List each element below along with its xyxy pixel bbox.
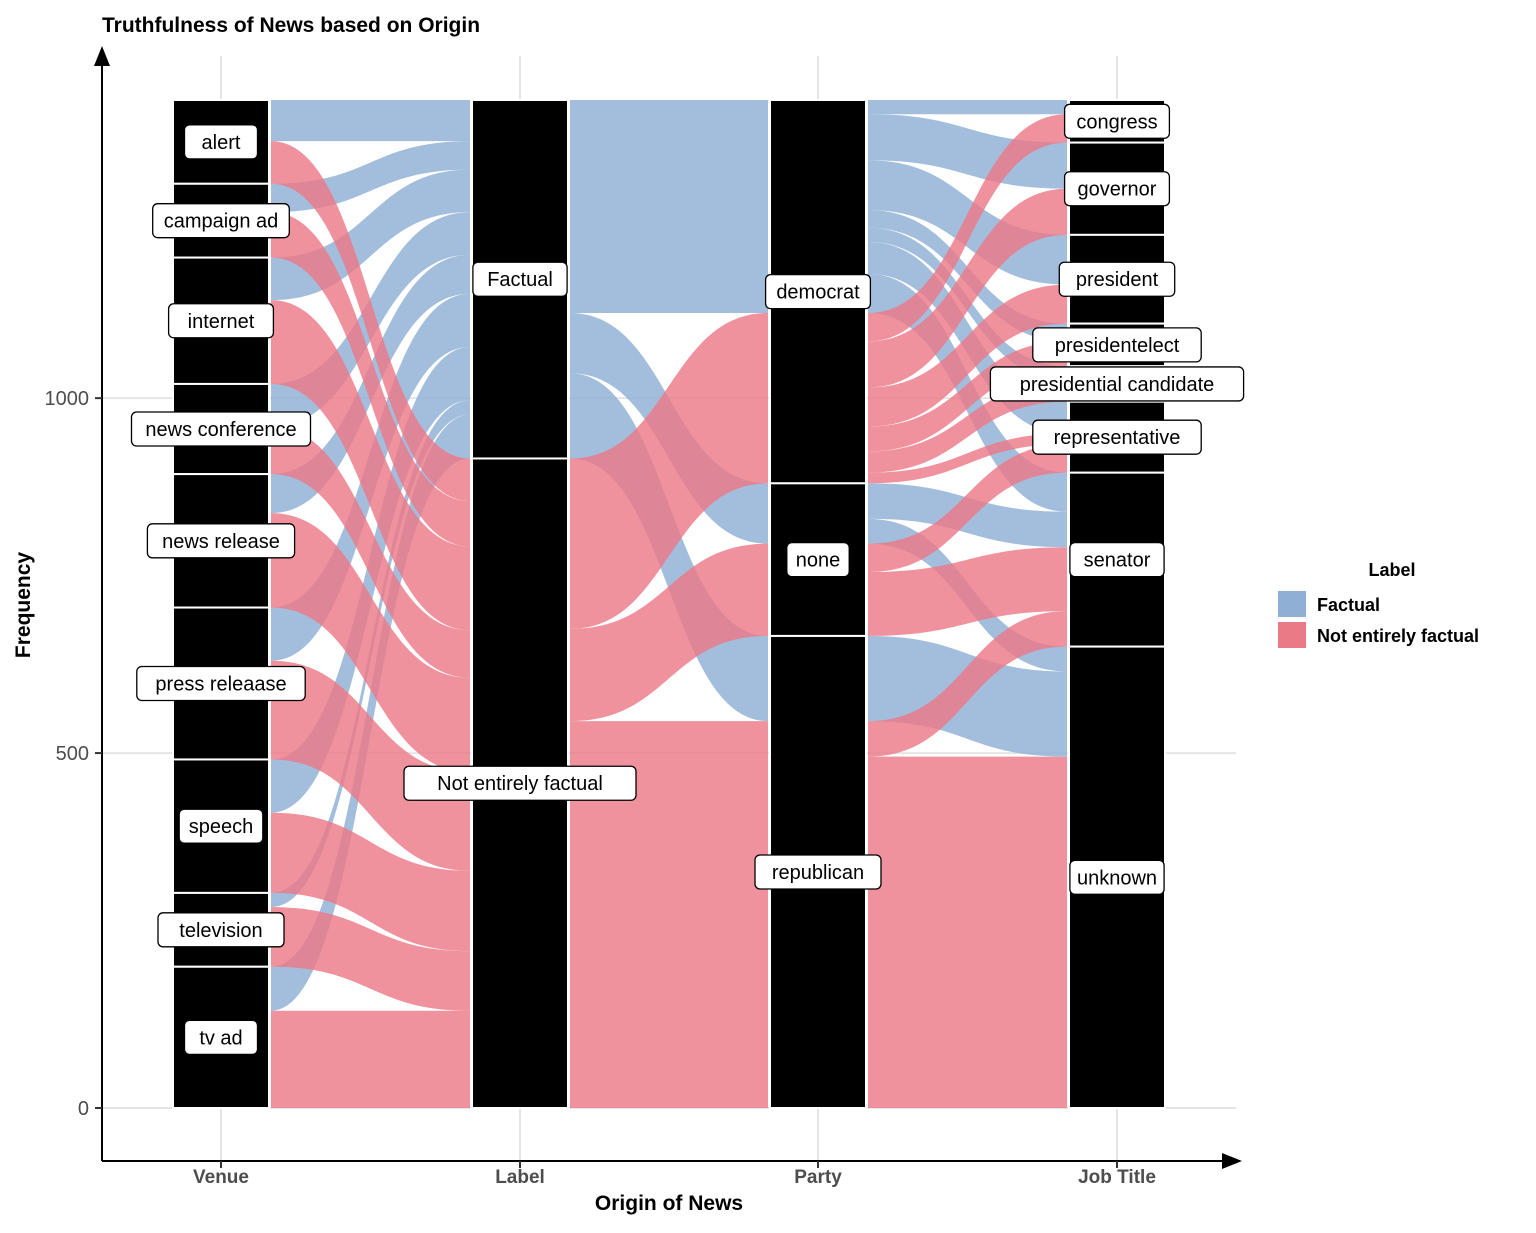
stratum-label-tv-ad: tv ad [199, 1027, 242, 1049]
stratum-label-box [1032, 419, 1202, 455]
x-tick-label: Venue [193, 1167, 249, 1188]
flow-band [271, 426, 470, 678]
legend-title: Label [1368, 560, 1415, 580]
flow-band [570, 721, 768, 1108]
stratum-label-box [472, 261, 568, 297]
stratum-label-box [764, 274, 872, 310]
legend-label-factual: Factual [1317, 595, 1380, 615]
x-tick-label: Job Title [1078, 1167, 1156, 1188]
flow-band [868, 100, 1067, 115]
stratum-label-box [1069, 541, 1165, 578]
stratum-label-box [403, 765, 637, 801]
stratum-label-presidential-candidate: presidential candidate [1020, 374, 1215, 396]
flow-band [868, 433, 1067, 484]
flow-band [271, 414, 470, 1011]
y-tick-label: 1000 [45, 388, 90, 410]
stratum-label-news-conference: news conference [145, 419, 296, 441]
stratum-label-campaign-ad: campaign ad [164, 211, 279, 233]
stratum-label-box [786, 541, 850, 578]
stratum-label-news-release: news release [162, 531, 280, 553]
stratum-label-alert: alert [202, 132, 241, 154]
flow-band [868, 380, 1067, 473]
chart-title: Truthfulness of News based on Origin [102, 14, 480, 37]
flow-band [570, 543, 768, 722]
stratum-label-representative: representative [1054, 427, 1181, 449]
y-tick-label: 0 [78, 1098, 89, 1120]
stratum-label-internet: internet [188, 311, 255, 333]
flow-band [271, 300, 470, 631]
stratum-label-box [1063, 171, 1171, 207]
flow-band [271, 212, 470, 547]
flow-band [868, 114, 1067, 342]
stratum-label-democrat: democrat [776, 282, 860, 304]
tick-layer: 0 500 1000 Venue Label Party Job Title [45, 388, 1156, 1188]
stratum-label-box [152, 203, 290, 239]
flow-band [271, 812, 470, 952]
stratum-label-senator: senator [1084, 550, 1151, 572]
y-axis-title: Frequency [12, 552, 35, 659]
flow-band [868, 284, 1067, 427]
stratum-label-speech: speech [189, 816, 254, 838]
legend-swatch-not-factual [1278, 622, 1306, 648]
stratum-label-unknown: unknown [1077, 867, 1157, 889]
stratum-label-box [130, 411, 312, 447]
stratum-label-box [183, 124, 259, 160]
x-tick-label: Label [495, 1167, 545, 1188]
x-axis-title: Origin of News [595, 1192, 743, 1215]
legend-label-not-factual: Not entirely factual [1317, 626, 1479, 646]
stratum-label-not-entirely-factual: Not entirely factual [437, 773, 603, 795]
flow-band [271, 141, 470, 502]
flow-band [868, 547, 1067, 636]
stratum-label-box [178, 808, 264, 844]
flow-band [271, 907, 470, 1011]
stratum-label-box [1063, 103, 1171, 139]
stratum-label-box [157, 912, 285, 948]
stratum-label-television: television [179, 920, 262, 942]
flow-band [570, 100, 768, 313]
stratum-label-none: none [796, 550, 841, 572]
flow-band [868, 444, 1067, 573]
legend-swatch-factual [1278, 591, 1306, 617]
stratum-label-republican: republican [772, 862, 864, 884]
stratum-label-box [1069, 859, 1165, 895]
stratum-label-box [754, 854, 882, 890]
stratum-label-congress: congress [1076, 111, 1157, 133]
stratum-label-box [1032, 327, 1202, 363]
stratum-label-box [146, 523, 296, 559]
legend: Label Factual Not entirely factual [1278, 560, 1479, 648]
flow-band [271, 1010, 470, 1108]
flow-band [868, 756, 1067, 1108]
stratum-label-box [989, 366, 1245, 402]
flow-band [271, 513, 470, 773]
flow-band [868, 611, 1067, 757]
stratum-label-factual: Factual [487, 269, 553, 291]
stratum-label-box [136, 665, 306, 702]
stratum-label-press-releaase: press releaase [155, 674, 286, 696]
y-tick-label: 500 [56, 743, 89, 765]
stratum-label-governor: governor [1078, 179, 1157, 201]
stratum-label-presidentelect: presidentelect [1055, 335, 1180, 357]
flow-band [868, 114, 1067, 189]
stratum-label-box [167, 303, 275, 339]
flow-band [271, 100, 470, 142]
axes-lines [94, 46, 1242, 1169]
stratum-label-president: president [1076, 269, 1159, 291]
flow-band [868, 188, 1067, 388]
stratum-label-box [183, 1019, 259, 1056]
label-layer: alert campaign ad internet news conference n… [130, 103, 1245, 1056]
flow-band [271, 347, 470, 813]
flow-band [271, 660, 470, 871]
stratum-label-box [1058, 261, 1176, 297]
x-tick-label: Party [794, 1167, 842, 1188]
flow-layer [271, 100, 1067, 1108]
flow-band [570, 312, 768, 629]
